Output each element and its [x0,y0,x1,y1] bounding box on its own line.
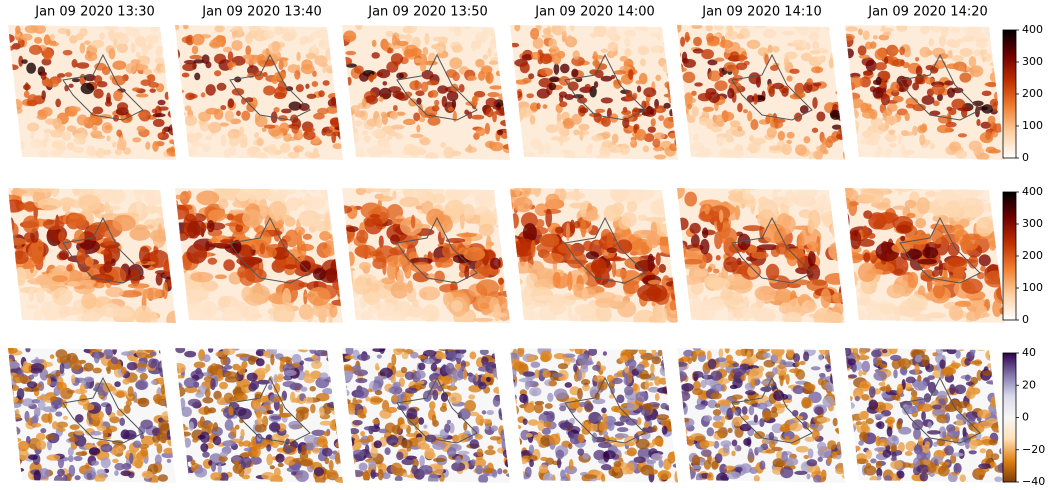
heatmap-panel [672,21,851,161]
heatmap-panel [0,180,188,329]
colorbar-tick-label: 40 [1022,346,1036,359]
heatmap-panel [4,343,184,485]
heatmap-panel [336,21,517,161]
colorbar-tick-label: 400 [1022,185,1043,198]
heatmap-panel [836,181,1016,326]
colorbar-tick-label: 0 [1022,313,1029,326]
colorbar-tick-label: 20 [1022,378,1036,391]
heatmap-panel [672,342,853,484]
colorbar [1003,30,1016,158]
panel-title: Jan 09 2020 13:40 [201,5,322,20]
colorbar-tick-label: 100 [1022,281,1043,294]
colorbar [1003,192,1016,320]
panel-title: Jan 09 2020 13:50 [367,5,488,20]
heatmap-panel [3,20,182,160]
heatmap-panel [504,20,684,160]
heatmap-panel [504,344,687,484]
colorbar-tick-label: 200 [1022,87,1043,100]
colorbar-tick-label: 0 [1022,411,1029,424]
colorbar [1003,353,1016,482]
heatmap-panel [839,345,1012,484]
colorbar-tick-label: 300 [1022,217,1043,230]
heatmap-panel [669,181,855,329]
heatmap-panel [500,180,687,328]
panel-title: Jan 09 2020 13:30 [34,5,155,20]
colorbar-tick-label: −20 [1022,443,1045,456]
colorbar-tick-label: 300 [1022,55,1043,68]
figure: Jan 09 2020 13:30 Jan 09 2020 13:40 Jan 09… [0,0,1048,490]
colorbar-tick-label: 200 [1022,249,1043,262]
colorbar-tick-label: −40 [1022,475,1045,488]
colorbar-tick-label: 400 [1022,23,1043,36]
heatmap-panel [170,21,350,161]
heatmap-panel [170,345,351,485]
heatmap-panel [164,180,352,327]
heatmap-panel [331,180,518,326]
colorbar-tick-label: 100 [1022,119,1043,132]
panel-title: Jan 09 2020 14:20 [867,5,988,20]
heatmap-panel [841,20,1011,161]
heatmap-panel [337,345,517,485]
colorbar-tick-label: 0 [1022,151,1029,164]
panel-title: Jan 09 2020 14:00 [534,5,655,20]
panel-title: Jan 09 2020 14:10 [701,5,822,20]
